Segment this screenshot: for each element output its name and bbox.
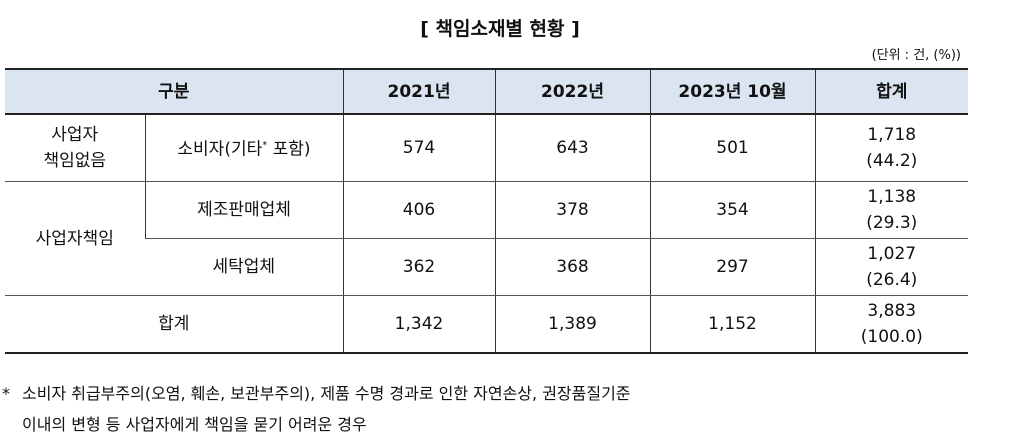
share: (100.0) <box>860 327 923 347</box>
value-cell: 574 <box>342 114 495 182</box>
text: 포함) <box>267 139 311 160</box>
row: 세탁업체 362 368 297 1,027 (26.4) <box>5 238 968 296</box>
category-cell: 소비자(기타* 포함) <box>144 114 343 182</box>
total-cell: 1,718 (44.2) <box>814 114 968 182</box>
title: [ 책임소재별 현황 ] <box>420 18 580 40</box>
text-line: 책임없음 <box>43 151 107 171</box>
row: 합계 1,342 1,389 1,152 3,883 (100.0) <box>5 295 968 354</box>
value-cell: 354 <box>649 181 815 239</box>
total: 1,718 <box>867 125 917 145</box>
header-cell: 2022년 <box>494 68 650 115</box>
total: 1,138 <box>867 187 917 207</box>
value-cell: 297 <box>649 238 815 296</box>
group-cell: 사업자책임 <box>5 181 145 296</box>
value-cell: 1,389 <box>494 295 650 354</box>
footnote-line: 이내의 변형 등 사업자에게 책임을 묻기 어려운 경우 <box>22 415 367 434</box>
share: (29.3) <box>866 213 918 233</box>
text-line: 사업자 <box>51 125 99 145</box>
superscript: * <box>262 140 268 152</box>
header-row: 구분 2021년 2022년 2023년 10월 합계 <box>5 68 968 115</box>
category-cell: 제조판매업체 <box>144 181 343 239</box>
text: 소비자 취급부주의(오염, 훼손, 보관부주의), 제품 수명 경과로 인한 자… <box>22 384 631 403</box>
value-cell: 378 <box>494 181 650 239</box>
total: 3,883 <box>867 301 917 321</box>
total-cell: 1,138 (29.3) <box>814 181 968 239</box>
value-cell: 368 <box>494 238 650 296</box>
value-cell: 1,342 <box>342 295 495 354</box>
unit-note: (단위 : 건, (%)) <box>871 48 961 63</box>
total-cell: 1,027 (26.4) <box>814 238 968 296</box>
value-cell: 1,152 <box>649 295 815 354</box>
row: 사업자책임 제조판매업체 406 378 354 1,138 (29.3) <box>5 181 968 296</box>
value-cell: 501 <box>649 114 815 182</box>
text: 소비자(기타 <box>177 139 263 160</box>
footnote: * 소비자 취급부주의(오염, 훼손, 보관부주의), 제품 수명 경과로 인한 … <box>2 378 631 440</box>
total: 1,027 <box>867 244 917 264</box>
total-cell: 3,883 (100.0) <box>814 295 968 354</box>
share: (44.2) <box>866 151 918 171</box>
share: (26.4) <box>866 270 918 290</box>
footnote-marker: * <box>2 384 10 403</box>
value-cell: 643 <box>494 114 650 182</box>
value-cell: 406 <box>342 181 495 239</box>
category-cell: 세탁업체 <box>145 238 343 296</box>
footnote-line: * 소비자 취급부주의(오염, 훼손, 보관부주의), 제품 수명 경과로 인한 … <box>2 378 631 409</box>
group-cell: 합계 <box>5 295 343 354</box>
value-cell: 362 <box>342 238 495 296</box>
header-cell: 2023년 10월 <box>649 68 815 115</box>
header-cell: 2021년 <box>342 68 495 115</box>
header-cell: 구분 <box>5 68 343 115</box>
header-cell: 합계 <box>814 68 968 115</box>
